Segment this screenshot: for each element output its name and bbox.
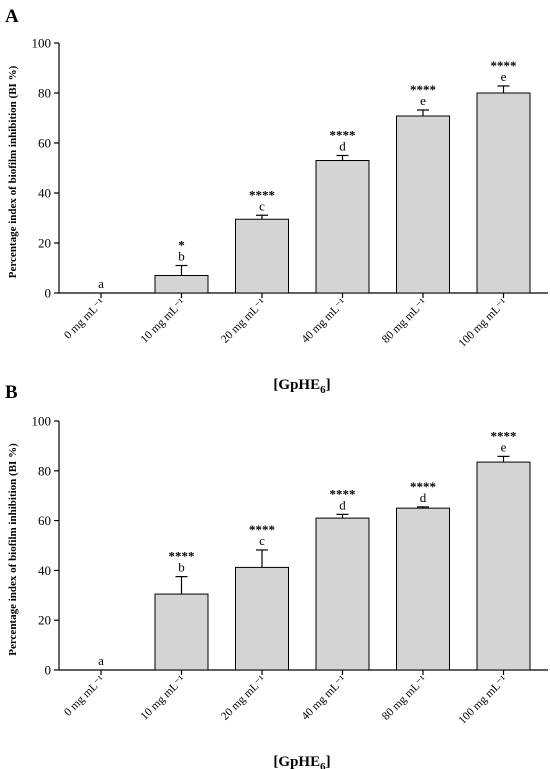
- y-axis-label: Percentage index of biofilm inhibition (…: [7, 443, 19, 656]
- y-tick-label: 60: [38, 513, 51, 528]
- significance-stars: ****: [491, 58, 517, 73]
- group-letter: c: [259, 533, 265, 548]
- x-tick-label: 100 mg mL⁻¹: [456, 673, 510, 727]
- bar: [396, 115, 450, 294]
- panel-letter: B: [5, 382, 18, 403]
- significance-stars: ****: [169, 549, 195, 564]
- x-tick-label: 20 mg mL⁻¹: [219, 673, 268, 722]
- x-tick-label: 100 mg mL⁻¹: [456, 296, 510, 350]
- y-tick-label: 20: [38, 236, 51, 251]
- group-letter: e: [420, 93, 426, 108]
- x-tick-label: 40 mg mL⁻¹: [300, 296, 349, 345]
- y-tick-label: 100: [32, 36, 52, 51]
- x-tick-label: 20 mg mL⁻¹: [219, 296, 268, 345]
- x-tick-label: 80 mg mL⁻¹: [380, 296, 429, 345]
- y-tick-label: 40: [38, 563, 51, 578]
- group-letter: d: [339, 497, 346, 512]
- y-tick-label: 60: [38, 136, 51, 151]
- significance-stars: *: [178, 238, 185, 253]
- bar: [315, 160, 370, 294]
- panel-b: B 0 20 40 60 80 100 Percentage index of biofilm…: [5, 382, 548, 769]
- x-tick-label: 80 mg mL⁻¹: [380, 673, 429, 722]
- significance-stars: ****: [410, 479, 436, 494]
- significance-stars: ****: [491, 428, 517, 443]
- x-tick-label: 0 mg mL⁻¹: [62, 673, 107, 718]
- group-letter: a: [98, 276, 104, 291]
- bar: [235, 218, 289, 294]
- y-tick-label: 0: [45, 663, 52, 678]
- significance-stars: ****: [410, 82, 436, 97]
- bar: [154, 593, 209, 671]
- x-tick-label: 10 mg mL⁻¹: [139, 673, 188, 722]
- group-letter: d: [339, 139, 346, 154]
- bar: [235, 566, 289, 671]
- panel-letter: A: [5, 6, 19, 27]
- y-axis-label: Percentage index of biofilm inhibition (…: [7, 65, 19, 278]
- y-tick-label: 20: [38, 613, 51, 628]
- y-tick-label: 80: [38, 463, 51, 478]
- y-tick-label: 100: [32, 414, 52, 429]
- x-tick-label: 10 mg mL⁻¹: [139, 296, 188, 345]
- group-letter: e: [501, 439, 507, 454]
- significance-stars: ****: [330, 486, 356, 501]
- group-letter: c: [259, 198, 265, 213]
- x-axis-label: [GpHE6]: [273, 754, 330, 769]
- y-tick-label: 80: [38, 86, 51, 101]
- group-letter: e: [501, 69, 507, 84]
- significance-stars: ****: [330, 128, 356, 143]
- significance-stars: ****: [249, 187, 275, 202]
- bar: [154, 275, 209, 294]
- bar: [315, 517, 370, 671]
- x-tick-label: 0 mg mL⁻¹: [62, 296, 107, 341]
- group-letter: a: [98, 653, 104, 668]
- significance-stars: ****: [249, 522, 275, 537]
- bar: [476, 92, 531, 294]
- panel-a: A 0 20 40 60 80 100 Percentage index of biofilm…: [5, 6, 548, 396]
- y-tick-label: 0: [45, 286, 52, 301]
- x-axis-label: [GpHE6]: [273, 377, 330, 396]
- bar: [476, 461, 531, 671]
- group-letter: b: [178, 249, 185, 264]
- group-letter: b: [178, 560, 185, 575]
- bar: [396, 507, 450, 671]
- y-tick-label: 40: [38, 186, 51, 201]
- group-letter: d: [420, 490, 427, 505]
- x-tick-label: 40 mg mL⁻¹: [300, 673, 349, 722]
